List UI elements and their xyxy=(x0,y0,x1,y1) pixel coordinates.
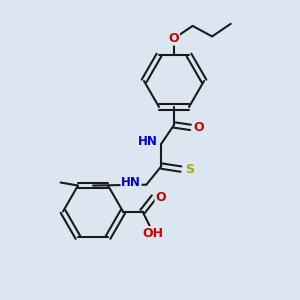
Text: S: S xyxy=(185,163,194,176)
Text: OH: OH xyxy=(142,226,163,240)
Text: HN: HN xyxy=(138,135,158,148)
Text: O: O xyxy=(155,190,166,204)
Text: O: O xyxy=(194,121,204,134)
Text: O: O xyxy=(169,32,179,45)
Text: HN: HN xyxy=(121,176,141,189)
